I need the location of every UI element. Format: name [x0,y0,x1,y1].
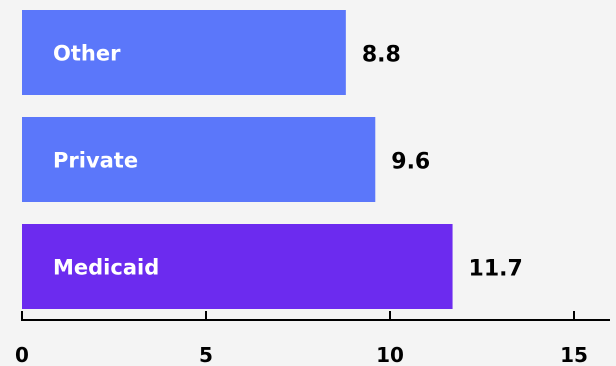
bars-group: Other 8.8 Private 9.6 Medicaid 11.7 [22,10,523,309]
bar-medicaid [22,224,453,309]
x-tick-label-15: 15 [560,343,588,366]
value-label-private: 9.6 [391,150,430,175]
category-label-other: Other [53,42,121,66]
value-label-medicaid: 11.7 [469,257,523,282]
x-tick-label-10: 10 [376,343,404,366]
x-tick-label-0: 0 [15,343,29,366]
x-axis: 0 5 10 15 [15,311,610,366]
category-label-private: Private [53,149,138,173]
x-tick-label-5: 5 [199,343,213,366]
bar-other [22,10,346,95]
bar-private [22,117,376,202]
value-label-other: 8.8 [362,43,401,68]
category-label-medicaid: Medicaid [53,256,159,280]
